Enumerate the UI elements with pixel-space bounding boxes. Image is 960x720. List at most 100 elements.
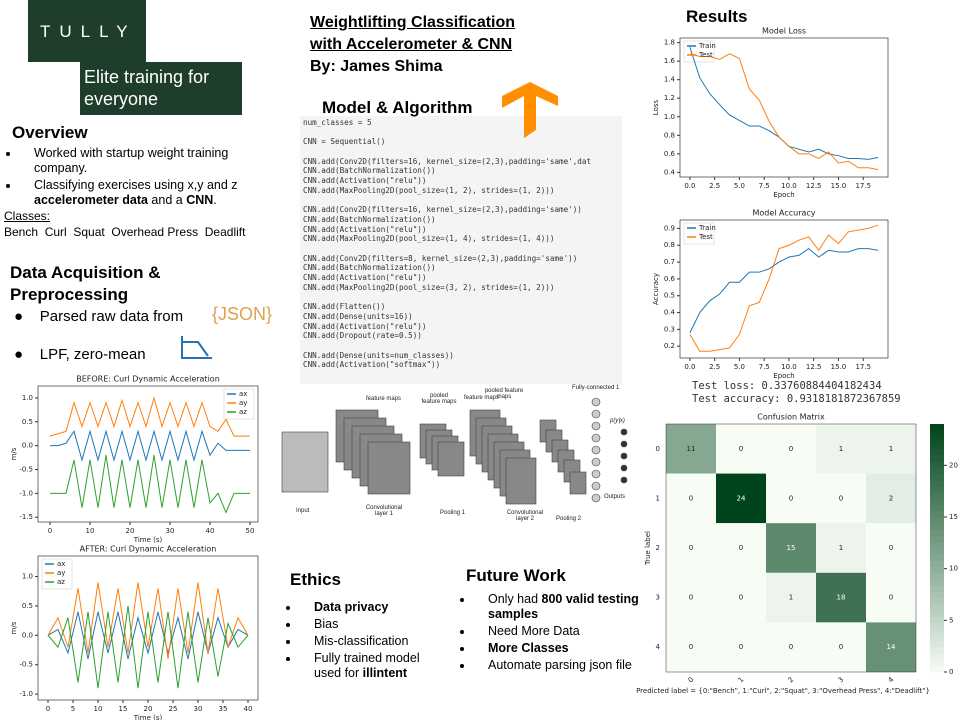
colorbar-step: [930, 585, 944, 592]
cell: [816, 572, 866, 623]
colorbar-step: [930, 665, 944, 673]
bullet: Fully trained model used for illintent: [300, 651, 450, 681]
x-tick-label: 15.0: [831, 363, 847, 371]
code-line: CNN.add(BatchNormalization()): [303, 263, 436, 273]
colorbar-step: [930, 436, 944, 444]
cell-label: 0: [689, 594, 693, 602]
cell-label: 14: [887, 643, 896, 651]
code: num_classes = 5 CNN = Sequential() CNN.add…: [303, 118, 591, 380]
tagline-box: [80, 62, 242, 115]
series-line: [47, 582, 249, 659]
series-line: [689, 247, 879, 333]
y-tick-label: 1.6: [664, 57, 676, 65]
bullet-text: Fully trained model used for: [314, 651, 420, 680]
y-tick-label: -1.5: [19, 513, 33, 521]
cell-label: 1: [789, 594, 793, 602]
x-tick-label: 40: [206, 527, 215, 535]
plot-frame: [37, 385, 259, 523]
code-block: CNN.add(Conv2D(filters=16, kernel_size=(…: [303, 205, 591, 244]
cell-label: 0: [789, 643, 793, 651]
title-block: Weightlifting Classification with Accele…: [310, 12, 515, 78]
colorbar-step: [930, 479, 944, 487]
bullet-text: accelerometer data: [34, 193, 148, 207]
colorbar-step: [930, 541, 944, 549]
cell-label: 0: [739, 544, 743, 552]
colorbar-step: [930, 498, 944, 506]
cell-label: 0: [689, 494, 693, 502]
x-tick-label: 20: [126, 527, 135, 535]
y-axis-label: Accuracy: [652, 273, 660, 305]
title-line: with Accelerometer & CNN: [310, 36, 513, 53]
colorbar-label: 5: [949, 616, 953, 624]
logo-box: [28, 0, 146, 62]
cell-label: 0: [739, 594, 743, 602]
y-tick-label: 0.5: [664, 292, 675, 300]
cell: [666, 523, 716, 573]
cell: [816, 473, 866, 524]
colorbar-step: [930, 597, 944, 605]
cell: [866, 622, 916, 672]
y-tick-label: 0.8: [664, 131, 675, 139]
colorbar-step: [930, 634, 944, 642]
classes: Bench Curl Squat Overhead Press Deadlift: [4, 225, 246, 239]
cell: [866, 572, 916, 623]
bullet: ● Parsed raw data from: [14, 308, 184, 325]
series-line: [50, 455, 250, 514]
bullet: Bias: [300, 617, 450, 632]
bullet-text: Classifying exercises using x,y and z: [34, 178, 238, 192]
series-line: [689, 53, 879, 171]
colorbar-step: [930, 628, 944, 636]
y-tick-label: 1.4: [664, 76, 676, 84]
cell: [766, 424, 816, 474]
colorbar-step: [930, 610, 944, 617]
cell: [716, 424, 766, 474]
y-tick-label: 1.0: [22, 394, 33, 402]
y-tick-label: 0.6: [664, 275, 676, 283]
y-tick-label: 2: [656, 544, 660, 552]
colorbar-step: [930, 448, 944, 456]
cell-label: 0: [789, 445, 793, 453]
x-tick-label: 0: [687, 676, 696, 685]
colorbar-step: [930, 566, 944, 574]
bullet-text: 800 valid testing samples: [488, 592, 639, 621]
plot-frame: [679, 37, 889, 178]
x-tick-label: 4: [887, 675, 896, 684]
x-tick-label: 15.0: [831, 182, 847, 190]
brand: TULLY: [40, 22, 137, 41]
cell: [766, 572, 816, 623]
cell: [816, 424, 866, 474]
cell-label: 1: [889, 445, 893, 453]
bullet-text: CNN: [186, 193, 214, 207]
cell-label: 0: [689, 643, 693, 651]
code-line: CNN.add(Activation("softmax")): [303, 360, 441, 370]
bullet: Classifying exercises using x,y and z ac…: [20, 178, 285, 208]
cell: [666, 473, 716, 524]
x-tick-label: 0.0: [684, 363, 695, 371]
chart-title: Confusion Matrix: [757, 413, 825, 422]
y-axis-label: m/s: [10, 447, 18, 460]
colorbar-step: [930, 659, 944, 667]
bullet: Data privacy: [300, 600, 450, 615]
y-tick-label: 1: [656, 494, 660, 502]
heading: Model & Algorithm: [322, 98, 473, 117]
bullet: Worked with startup weight training comp…: [20, 146, 285, 176]
y-tick-label: 0.7: [664, 258, 675, 266]
legend-label: ax: [239, 390, 247, 398]
chart-title: BEFORE: Curl Dynamic Acceleration: [76, 375, 220, 384]
y-tick-label: 0.6: [664, 150, 676, 158]
cell-label: 15: [787, 544, 796, 552]
chart-title: Model Loss: [762, 27, 806, 36]
y-tick-label: 1.0: [664, 113, 675, 121]
plot-frame: [665, 423, 917, 673]
code-block: num_classes = 5: [303, 118, 591, 128]
series-line: [50, 429, 250, 462]
author: By: James Shima: [310, 58, 443, 75]
bullet-text: Automate parsing json file: [488, 658, 632, 672]
bullet-text: Bias: [314, 617, 339, 631]
colorbar-label: 15: [949, 513, 958, 521]
colorbar-label: 10: [949, 565, 958, 573]
code-line: num_classes = 5: [303, 118, 372, 127]
colorbar-step: [930, 603, 944, 611]
y-tick-label: 0.5: [22, 418, 33, 426]
